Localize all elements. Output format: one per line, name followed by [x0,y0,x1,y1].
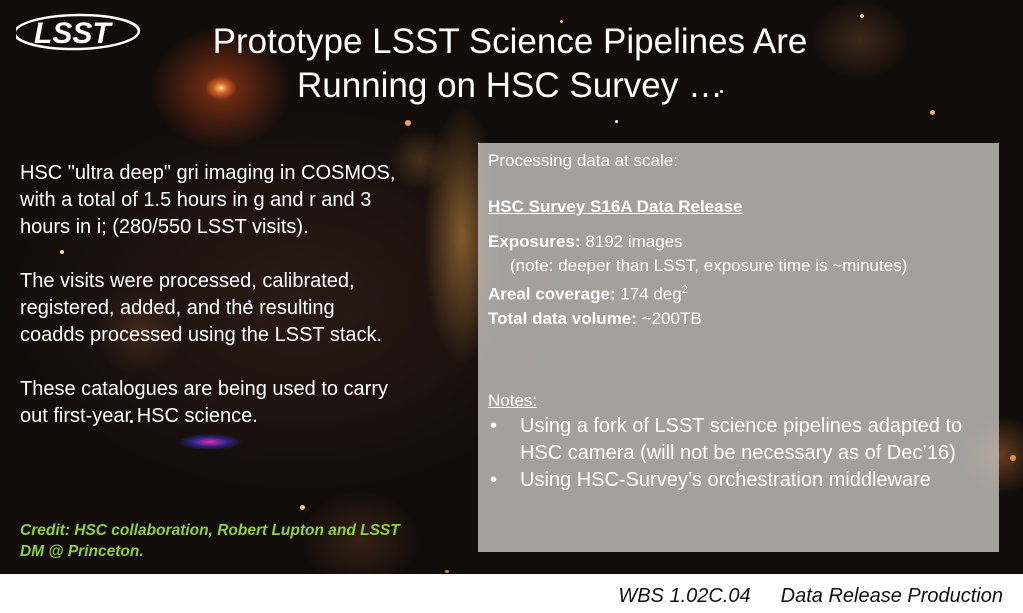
star [615,120,618,123]
paragraph-imaging: HSC "ultra deep" gri imaging in COSMOS, … [20,162,396,238]
svg-text:LSST: LSST [34,17,113,50]
title-line-1: Prototype LSST Science Pipelines Are [212,22,808,61]
volume-value: ~200TB [636,308,702,328]
exposures-label: Exposures: [488,232,581,251]
star [60,250,64,254]
areal-superscript: 2 [681,284,688,296]
slide-title: Prototype LSST Science Pipelines Are Run… [150,20,870,108]
areal-row: Areal coverage: 174 deg2 [488,278,989,307]
star [405,120,411,126]
paragraph-science: These catalogues are being used to carry… [20,378,388,427]
release-heading: HSC Survey S16A Data Release [488,197,743,216]
slide-footer: WBS 1.02C.04 Data Release Production [0,585,1003,608]
star [445,570,449,573]
paragraph-processing: The visits were processed, calibrated, r… [20,270,383,346]
star [930,110,935,115]
list-item: • Using a fork of LSST science pipelines … [488,413,989,467]
note-text: Using HSC-Survey’s orchestration middlew… [520,468,931,491]
star [1010,455,1016,461]
sky-image-background: LSST Prototype LSST Science Pipelines Ar… [0,0,1023,574]
wbs-code: WBS 1.02C.04 [618,585,751,607]
bullet-glyph: • [490,468,498,491]
star [248,300,251,303]
lsst-logo: LSST [16,13,141,51]
note-text: Using a fork of LSST science pipelines a… [520,414,963,464]
notes-list: • Using a fork of LSST science pipelines … [488,413,989,494]
star [130,420,133,423]
processing-panel: Processing data at scale: HSC Survey S16… [478,143,999,552]
title-line-2: Running on HSC Survey … [296,66,724,105]
areal-label: Areal coverage: [488,284,616,304]
star [300,505,305,510]
areal-value: 174 deg [615,284,682,304]
star [560,20,563,23]
bullet-glyph: • [490,414,498,437]
volume-row: Total data volume: ~200TB [488,307,989,331]
image-credit: Credit: HSC collaboration, Robert Lupton… [20,522,400,560]
star [860,14,864,18]
volume-label: Total data volume: [488,308,637,328]
list-item: • Using HSC-Survey’s orchestration middle… [488,467,989,494]
exposures-value: 8192 images [580,232,683,251]
footer-section-name: Data Release Production [780,585,1003,607]
star [720,90,723,93]
panel-lead: Processing data at scale: [488,151,678,170]
exposures-note: (note: deeper than LSST, exposure time i… [510,256,908,275]
exposures-row: Exposures: 8192 images [488,230,989,254]
description-text: HSC "ultra deep" gri imaging in COSMOS, … [20,160,400,457]
notes-heading: Notes: [488,390,538,410]
